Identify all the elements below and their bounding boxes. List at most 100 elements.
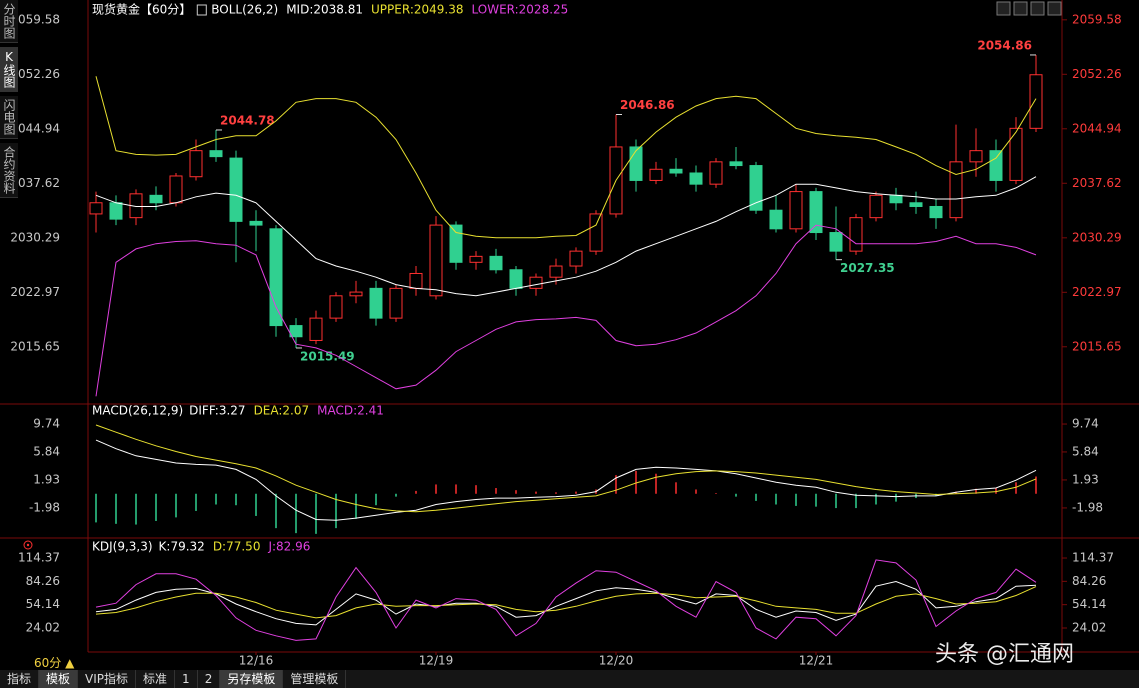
toolbar-button[interactable]: 1	[175, 670, 198, 688]
indicator-icon	[196, 4, 207, 16]
candle-body	[869, 194, 883, 219]
panel-title: MACD(26,12,9)	[92, 404, 183, 418]
candle-body	[389, 287, 403, 319]
window-button[interactable]	[1047, 1, 1062, 16]
sidebar-tab[interactable]: 分时图	[0, 0, 18, 43]
window-button[interactable]	[996, 1, 1011, 16]
y-tick-label-right: 2022.97	[1072, 285, 1122, 299]
candle-body	[449, 224, 463, 263]
indicator-line	[95, 439, 1037, 521]
indicator-line	[95, 580, 1037, 626]
candle-body	[889, 194, 903, 204]
candle-body	[249, 220, 263, 226]
candle-body	[109, 202, 123, 220]
x-tick-label: 12/16	[239, 654, 274, 668]
candle-body	[589, 213, 603, 252]
y-tick-label-right: 2037.62	[1072, 176, 1122, 190]
candle-body	[529, 276, 543, 289]
y-tick-label-right: 5.84	[1072, 444, 1099, 458]
settings-icon	[23, 540, 33, 550]
candle-body	[1009, 127, 1023, 181]
period-selector[interactable]: 60分 ▲	[34, 656, 75, 670]
candle-body	[169, 175, 183, 204]
sidebar: 分时图 K线图闪电图合约资料	[0, 0, 18, 202]
candle-body	[809, 191, 823, 234]
y-tick-label: 54.14	[26, 597, 60, 611]
indicator-line	[95, 424, 1037, 513]
y-tick-label: 2030.29	[10, 230, 60, 244]
candle-body	[709, 161, 723, 185]
toolbar-button[interactable]: 另存模板	[220, 670, 284, 688]
legend-entry: LOWER:2028.25	[472, 3, 569, 17]
legend-entry: MACD:2.41	[317, 404, 384, 418]
watermark: 头条 @汇通网	[935, 642, 1074, 667]
toolbar-button[interactable]: 模板	[39, 670, 79, 688]
x-tick-label: 12/20	[599, 654, 634, 668]
candle-body	[149, 194, 163, 204]
candle-body	[369, 287, 383, 319]
sidebar-tab[interactable]: 闪电图	[0, 96, 18, 139]
candle-body	[549, 265, 563, 278]
sidebar-tab[interactable]: K线图	[0, 47, 18, 92]
window-button[interactable]	[1013, 1, 1028, 16]
y-tick-label-right: 114.37	[1072, 551, 1114, 565]
y-tick-label: 2059.58	[10, 12, 60, 26]
high-label: 2046.86	[620, 98, 675, 112]
y-tick-label-right: 2052.26	[1072, 67, 1122, 81]
toolbar-button[interactable]: VIP指标	[78, 670, 137, 688]
candle-body	[829, 232, 843, 252]
indicator-line	[95, 176, 1037, 297]
x-tick-label: 12/19	[419, 654, 454, 668]
candle-body	[349, 291, 363, 297]
indicator-line	[95, 586, 1037, 619]
legend-entry: UPPER:2049.38	[371, 3, 463, 17]
candle-body	[1029, 74, 1043, 129]
y-tick-label: 114.37	[18, 551, 60, 565]
high-label: 2054.86	[977, 38, 1032, 52]
toolbar-button[interactable]: 标准	[136, 670, 176, 688]
candle-body	[749, 165, 763, 211]
y-tick-label-right: 2059.58	[1072, 12, 1122, 26]
candle-body	[329, 295, 343, 319]
y-tick-label-right: 9.74	[1072, 417, 1099, 431]
candle-body	[649, 168, 663, 181]
y-tick-label-right: 2015.65	[1072, 339, 1122, 353]
candle-body	[429, 224, 443, 297]
y-tick-label: 2015.65	[10, 339, 60, 353]
low-label: 2015.49	[300, 349, 355, 363]
legend-entry: MID:2038.81	[286, 3, 363, 17]
low-label: 2027.35	[840, 261, 895, 275]
y-tick-label-right: 54.14	[1072, 597, 1106, 611]
y-tick-label: 24.02	[26, 621, 60, 635]
legend-entry: J:82.96	[267, 540, 310, 554]
y-tick-label: 1.93	[33, 472, 60, 486]
toolbar-button[interactable]: 管理模板	[283, 670, 347, 688]
y-tick-label: 2037.62	[10, 176, 60, 190]
y-tick-label: 5.84	[33, 444, 60, 458]
window-button[interactable]	[1030, 1, 1045, 16]
legend-entry: D:77.50	[213, 540, 261, 554]
y-tick-label: 2022.97	[10, 285, 60, 299]
toolbar: 指标 模板 VIP指标 标准 1 2 另存模板 管理模板	[0, 670, 1139, 688]
candle-body	[669, 168, 683, 174]
high-label: 2044.78	[220, 113, 275, 127]
candle-body	[949, 161, 963, 219]
toolbar-button[interactable]: 指标	[0, 670, 40, 688]
sidebar-tab[interactable]: 合约资料	[0, 143, 18, 198]
legend-entry: DIFF:3.27	[189, 404, 245, 418]
candle-body	[849, 217, 863, 252]
candle-body	[769, 209, 783, 230]
indicator-line	[95, 559, 1037, 641]
candle-body	[569, 250, 583, 267]
settings-icon	[26, 543, 30, 547]
candle-body	[269, 228, 283, 327]
toolbar-button[interactable]: 2	[198, 670, 221, 688]
indicator-line	[95, 76, 1037, 239]
indicator-name: BOLL(26,2)	[211, 3, 278, 17]
candle-body	[309, 317, 323, 341]
indicator-line	[95, 224, 1037, 397]
candle-body	[409, 272, 423, 289]
candle-body	[629, 146, 643, 181]
y-tick-label-right: 2044.94	[1072, 121, 1122, 135]
